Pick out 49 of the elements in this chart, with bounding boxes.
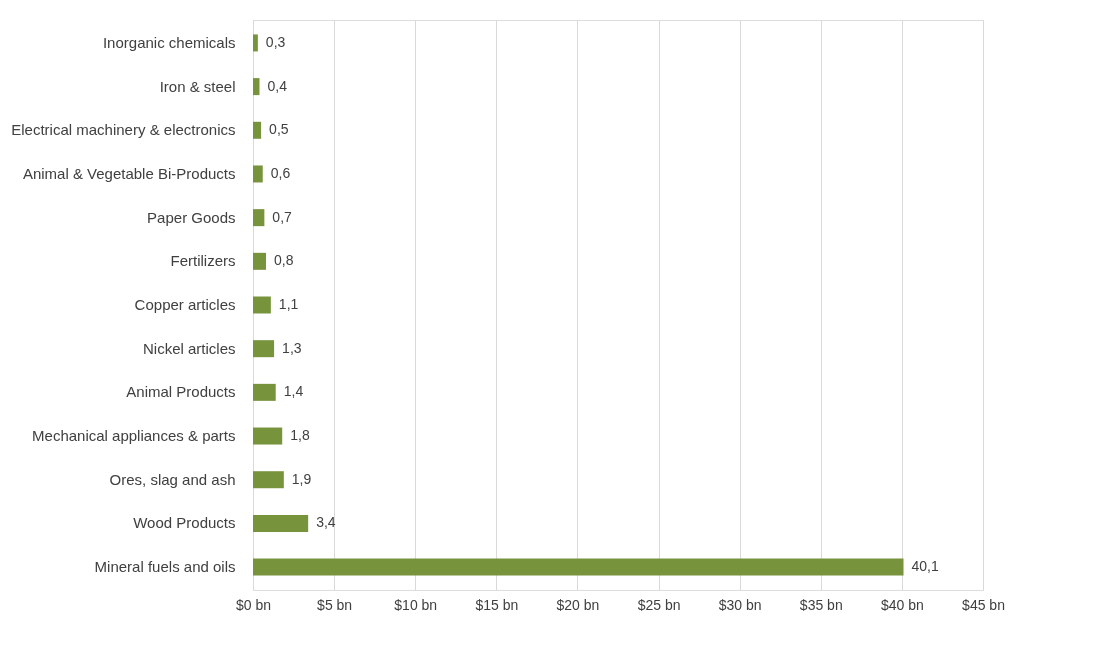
x-tick-label: $45 bn (962, 596, 1005, 613)
data-label: 0,3 (265, 33, 286, 50)
data-label: 1,8 (290, 427, 310, 444)
y-tick-label: Ores, slag and ash (109, 470, 236, 488)
y-tick-label: Iron & steel (159, 77, 236, 95)
bar (253, 340, 275, 358)
x-tick-label: $5 bn (317, 596, 353, 613)
y-tick-label: Electrical machinery & electronics (11, 121, 236, 139)
data-label: 3,4 (316, 514, 336, 531)
data-label: 40,1 (911, 558, 939, 575)
bar (253, 471, 284, 489)
y-tick-label: Animal Products (126, 383, 236, 401)
y-tick-label: Copper articles (134, 296, 236, 313)
x-tick-label: $10 bn (394, 596, 438, 613)
y-tick-label: Mineral fuels and oils (94, 558, 236, 576)
x-tick-label: $40 bn (880, 596, 924, 613)
bar (253, 121, 262, 139)
x-tick-label: $15 bn (475, 596, 519, 613)
y-tick-label: Animal & Vegetable Bi-Products (22, 164, 236, 182)
y-tick-label: Paper Goods (147, 208, 236, 226)
data-label: 0,4 (267, 77, 288, 94)
bar (253, 558, 904, 576)
data-label: 0,6 (270, 164, 291, 181)
bar (253, 78, 260, 96)
data-label: 1,3 (282, 339, 302, 356)
x-tick-label: $30 bn (718, 596, 762, 613)
bar (253, 252, 266, 270)
data-label: 1,4 (283, 383, 304, 400)
bar (253, 514, 309, 532)
data-label: 1,1 (278, 296, 299, 312)
x-tick-label: $35 bn (799, 596, 843, 613)
data-label: 0,5 (269, 121, 289, 138)
y-tick-label: Fertilizers (170, 252, 236, 270)
y-tick-label: Mechanical appliances & parts (32, 427, 236, 445)
x-tick-label: $20 bn (556, 596, 600, 613)
data-label: 1,9 (291, 470, 312, 487)
bar (253, 427, 283, 445)
y-tick-label: Inorganic chemicals (102, 33, 236, 51)
data-label: 0,8 (273, 252, 294, 269)
bar (253, 296, 271, 314)
data-label: 0,7 (272, 208, 293, 225)
y-tick-label: Wood Products (133, 514, 236, 532)
y-tick-label: Nickel articles (142, 339, 236, 357)
bar (253, 209, 265, 227)
x-tick-label: $0 bn (235, 596, 272, 613)
x-tick-label: $25 bn (637, 596, 681, 613)
bar (253, 165, 263, 183)
bar (253, 34, 258, 52)
bar (253, 383, 276, 401)
